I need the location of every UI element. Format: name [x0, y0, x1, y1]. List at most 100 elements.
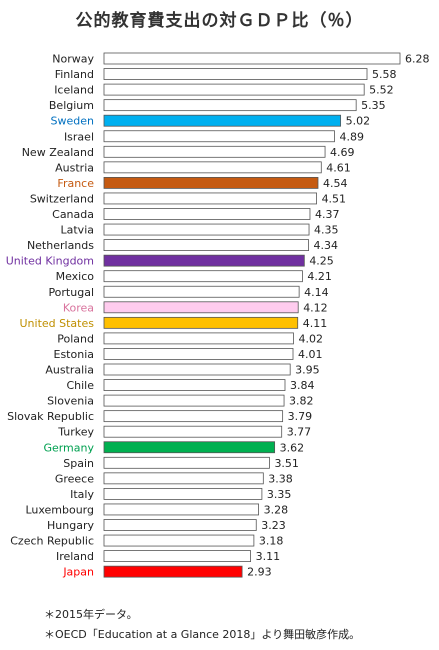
category-label-switzerland: Switzerland [30, 192, 94, 205]
bar-finland [103, 68, 368, 80]
bar-belgium [103, 99, 357, 112]
category-label-czech-republic: Czech Republic [10, 535, 94, 548]
category-label-new-zealand: New Zealand [22, 146, 94, 159]
bar-japan [103, 565, 243, 578]
bar-mexico [103, 270, 303, 283]
category-label-slovak-republic: Slovak Republic [7, 410, 94, 423]
bar-norway [103, 52, 401, 65]
value-label-slovak-republic: 3.79 [288, 410, 313, 423]
bar-estonia [103, 348, 294, 360]
category-label-canada: Canada [52, 208, 94, 221]
bar-portugal [103, 285, 300, 298]
category-label-turkey: Turkey [57, 426, 94, 439]
category-label-luxembourg: Luxembourg [25, 503, 94, 516]
value-label-italy: 3.35 [267, 488, 292, 501]
value-label-united-kingdom: 4.25 [309, 255, 334, 268]
bar-switzerland [103, 192, 317, 205]
category-label-greece: Greece [55, 472, 94, 485]
value-label-netherlands: 4.34 [314, 239, 339, 252]
category-label-israel: Israel [64, 130, 94, 143]
bar-slovenia [103, 394, 285, 407]
category-label-latvia: Latvia [61, 224, 95, 237]
value-label-belgium: 5.35 [361, 99, 386, 112]
bar-ireland [103, 550, 251, 562]
category-label-germany: Germany [43, 441, 94, 454]
category-label-chile: Chile [66, 379, 94, 392]
category-label-united-states: United States [20, 317, 95, 330]
bar-new-zealand [103, 145, 326, 158]
category-label-portugal: Portugal [48, 286, 94, 299]
category-label-austria: Austria [55, 161, 94, 174]
value-label-australia: 3.95 [295, 364, 320, 377]
category-label-france: France [57, 177, 94, 190]
value-label-slovenia: 3.82 [289, 395, 314, 408]
bar-chile [103, 379, 286, 391]
value-label-hungary: 3.23 [261, 519, 286, 532]
bar-australia [103, 363, 291, 376]
bar-austria [103, 161, 322, 174]
note-source: ＊OECD「Education at a Glance 2018」より舞田敏彦作… [44, 628, 361, 641]
value-label-turkey: 3.77 [287, 426, 312, 439]
value-label-korea: 4.12 [303, 301, 328, 314]
bar-latvia [103, 223, 310, 236]
bar-sweden [103, 114, 342, 127]
category-label-spain: Spain [63, 457, 94, 470]
bar-france [103, 176, 319, 189]
bar-united-kingdom [103, 254, 305, 267]
category-label-netherlands: Netherlands [27, 239, 94, 252]
bar-hungary [103, 519, 257, 531]
bar-italy [103, 487, 263, 500]
value-label-germany: 3.62 [280, 441, 305, 454]
value-label-new-zealand: 4.69 [330, 146, 355, 159]
bar-germany [103, 441, 276, 454]
value-label-latvia: 4.35 [314, 224, 339, 237]
value-label-switzerland: 4.51 [322, 192, 347, 205]
value-label-japan: 2.93 [247, 566, 272, 579]
value-label-iceland: 5.52 [369, 84, 394, 97]
bar-iceland [103, 83, 365, 96]
category-label-estonia: Estonia [54, 348, 95, 361]
category-label-hungary: Hungary [47, 519, 94, 532]
value-label-ireland: 3.11 [256, 550, 281, 563]
category-label-japan: Japan [62, 566, 94, 579]
bar-canada [103, 208, 311, 220]
category-label-sweden: Sweden [51, 115, 94, 128]
value-label-poland: 4.02 [298, 332, 323, 345]
category-label-slovenia: Slovenia [47, 395, 94, 408]
category-label-australia: Australia [45, 364, 94, 377]
category-label-united-kingdom: United Kingdom [6, 255, 94, 268]
chart-title: 公的教育費支出の対ＧＤＰ比（％） [75, 11, 364, 31]
category-label-ireland: Ireland [56, 550, 94, 563]
bar-greece [103, 472, 264, 485]
value-label-united-states: 4.11 [303, 317, 328, 330]
category-label-poland: Poland [57, 332, 94, 345]
category-label-belgium: Belgium [49, 99, 94, 112]
value-label-austria: 4.61 [326, 161, 351, 174]
category-label-italy: Italy [70, 488, 94, 501]
bar-united-states [103, 316, 299, 329]
category-label-korea: Korea [63, 301, 94, 314]
value-label-portugal: 4.14 [304, 286, 329, 299]
value-label-finland: 5.58 [372, 68, 397, 81]
bar-chart: Norway 6.28 Finland 5.58 Iceland 5.52 Belgium 5… [6, 52, 430, 579]
value-label-france: 4.54 [323, 177, 348, 190]
bar-turkey [103, 425, 283, 438]
bar-israel [103, 130, 335, 143]
value-label-mexico: 4.21 [307, 270, 332, 283]
value-label-israel: 4.89 [339, 130, 364, 143]
bar-korea [103, 301, 299, 314]
category-label-finland: Finland [55, 68, 94, 81]
value-label-canada: 4.37 [315, 208, 340, 221]
value-label-czech-republic: 3.18 [259, 535, 284, 548]
bar-netherlands [103, 239, 309, 252]
value-label-chile: 3.84 [290, 379, 315, 392]
value-label-sweden: 5.02 [346, 115, 371, 128]
value-label-spain: 3.51 [274, 457, 299, 470]
bar-poland [103, 332, 294, 345]
bar-luxembourg [103, 503, 259, 516]
value-label-greece: 3.38 [268, 472, 293, 485]
category-label-norway: Norway [52, 53, 94, 66]
bar-spain [103, 456, 270, 469]
bar-czech-republic [103, 534, 255, 547]
value-label-norway: 6.28 [405, 53, 430, 66]
